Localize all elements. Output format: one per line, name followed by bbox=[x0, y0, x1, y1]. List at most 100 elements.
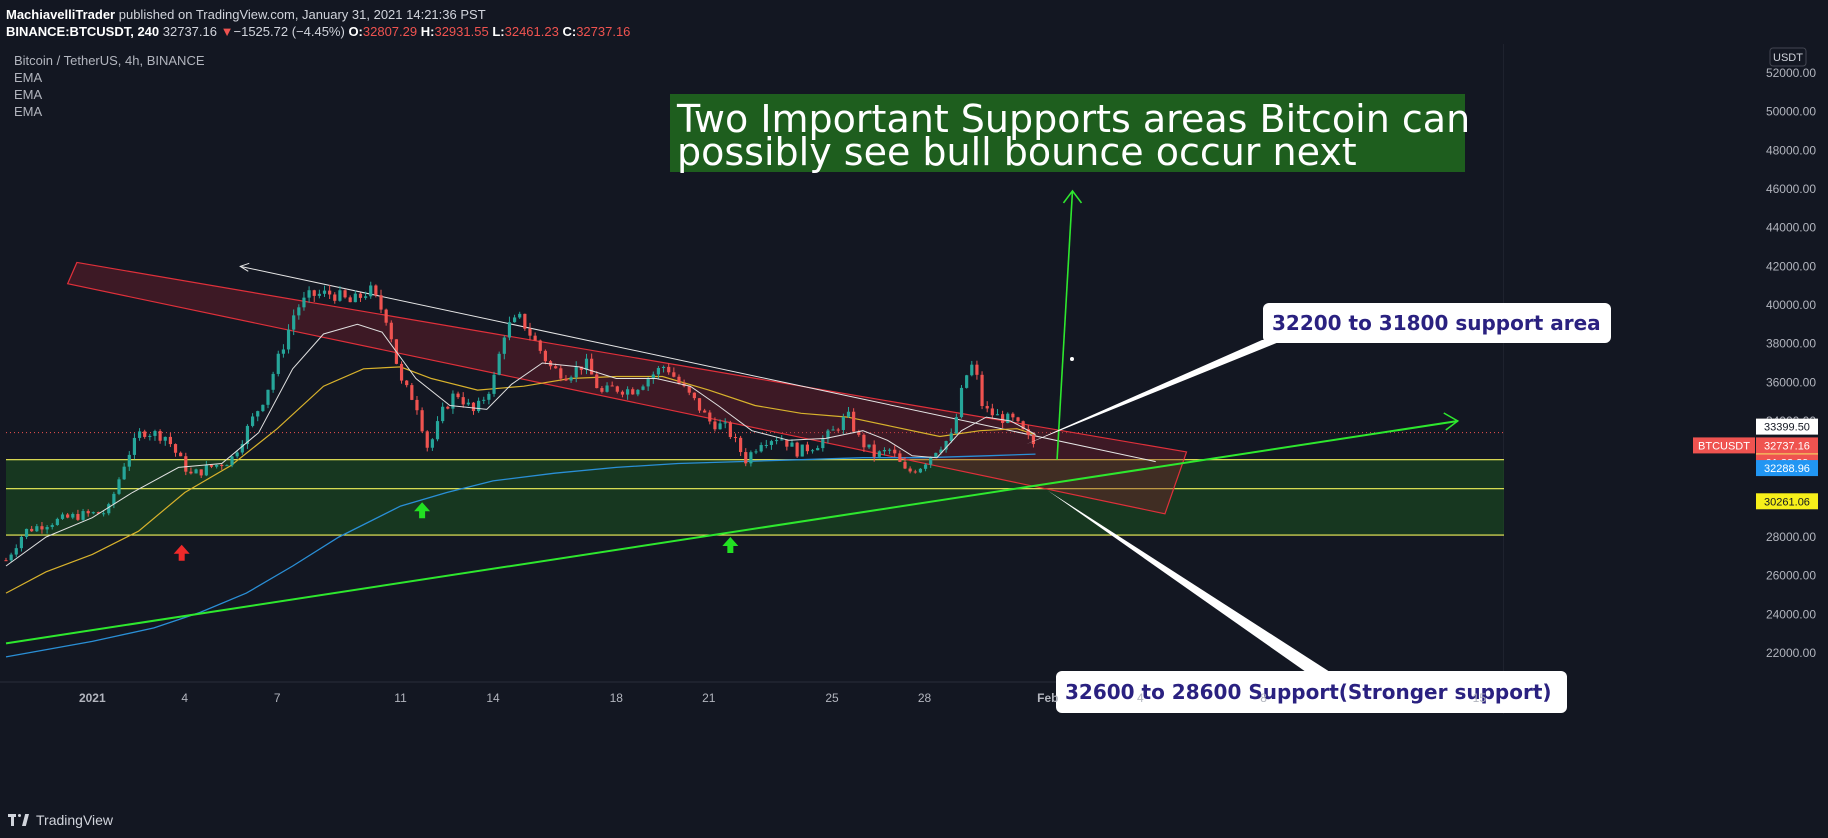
candle-body bbox=[369, 285, 373, 297]
candle-body bbox=[1031, 435, 1036, 445]
candle-body bbox=[117, 479, 121, 494]
candle-body bbox=[769, 441, 774, 445]
rising-support-trendline bbox=[5, 420, 1458, 645]
x-tick-label: 7 bbox=[274, 691, 281, 705]
last-price: 32737.16 bbox=[162, 24, 217, 39]
candle-body bbox=[338, 290, 342, 301]
candle-body bbox=[923, 464, 928, 469]
candle-body bbox=[215, 464, 219, 467]
author-name[interactable]: MachiavelliTrader bbox=[6, 7, 116, 22]
publish-line: MachiavelliTrader published on TradingVi… bbox=[6, 7, 486, 22]
high-label: H: bbox=[420, 24, 435, 39]
candle-body bbox=[60, 514, 65, 519]
candle-body bbox=[204, 465, 208, 476]
candle-body bbox=[4, 560, 8, 562]
legend-ema-3[interactable]: EMA bbox=[14, 104, 43, 119]
candle-body bbox=[86, 511, 90, 514]
publish-text: published on TradingView.com, January 31… bbox=[115, 7, 486, 22]
candle-body bbox=[970, 364, 974, 376]
legend-ema-2[interactable]: EMA bbox=[14, 87, 43, 102]
candle-body bbox=[379, 295, 383, 310]
candle-body bbox=[9, 554, 13, 561]
candle-body bbox=[250, 416, 255, 426]
chart-legend: Bitcoin / TetherUS, 4h, BINANCE EMA EMA … bbox=[14, 52, 205, 120]
y-tick-label: 40000.00 bbox=[1766, 298, 1816, 312]
candle-body bbox=[739, 437, 743, 453]
candle-body bbox=[800, 444, 804, 457]
candle-body bbox=[826, 430, 830, 439]
candle-body bbox=[713, 421, 717, 430]
candle-body bbox=[780, 439, 784, 441]
candle-body bbox=[286, 329, 291, 350]
candle-body bbox=[841, 416, 845, 430]
candle-body bbox=[898, 453, 902, 462]
symbol-name[interactable]: BINANCE:BTCUSDT, 240 bbox=[6, 24, 160, 39]
x-tick-label: 21 bbox=[702, 691, 716, 705]
candle-body bbox=[667, 366, 671, 373]
y-tick-label: 24000.00 bbox=[1766, 607, 1816, 621]
candle-body bbox=[132, 437, 137, 455]
candle-body bbox=[641, 386, 645, 390]
candle-body bbox=[651, 374, 655, 379]
candle-body bbox=[631, 389, 635, 395]
candle-body bbox=[466, 402, 470, 405]
price-chart[interactable]: Two Important Supports areas Bitcoin can… bbox=[0, 44, 1828, 800]
candle-body bbox=[420, 410, 424, 432]
candle-body bbox=[471, 402, 476, 412]
candle-body bbox=[677, 376, 681, 384]
candle-body bbox=[893, 449, 897, 454]
candle-body bbox=[502, 337, 506, 354]
candle-body bbox=[533, 335, 537, 341]
white-trendline-arrow-icon bbox=[239, 262, 250, 272]
candle-body bbox=[718, 423, 722, 430]
currency-badge-box bbox=[1769, 47, 1807, 67]
y-tick-label: 48000.00 bbox=[1766, 143, 1816, 157]
candle-body bbox=[846, 411, 851, 417]
annotation-title: Two Important Supports areas Bitcoin can… bbox=[670, 94, 1470, 174]
candle-body bbox=[81, 511, 85, 520]
candle-body bbox=[934, 452, 938, 457]
legend-ema-1[interactable]: EMA bbox=[14, 70, 43, 85]
candle-body bbox=[158, 431, 162, 441]
candle-body bbox=[785, 439, 789, 447]
candle-body bbox=[430, 439, 434, 448]
candle-body bbox=[168, 436, 172, 445]
candle-body bbox=[266, 389, 270, 405]
x-tick-label: 8 bbox=[1260, 691, 1267, 705]
candle-body bbox=[348, 297, 352, 303]
candle-body bbox=[1011, 413, 1015, 418]
candle-body bbox=[512, 317, 517, 323]
candle-body bbox=[759, 445, 763, 452]
x-tick-label: 25 bbox=[825, 691, 839, 705]
candle-body bbox=[810, 450, 815, 452]
candle-body bbox=[595, 374, 599, 389]
candle-body bbox=[939, 449, 943, 453]
candle-body bbox=[127, 454, 131, 467]
candle-body bbox=[14, 548, 18, 555]
candle-body bbox=[723, 422, 727, 424]
marker-dot bbox=[1070, 357, 1074, 361]
candle-body bbox=[317, 293, 321, 296]
candle-body bbox=[209, 465, 214, 467]
footer-brand[interactable]: TradingView bbox=[8, 812, 113, 828]
ema-fast-line bbox=[5, 323, 1036, 567]
legend-title[interactable]: Bitcoin / TetherUS, 4h, BINANCE bbox=[14, 53, 205, 68]
callout-support-area-pointer bbox=[1026, 340, 1284, 445]
candle-body bbox=[518, 313, 522, 318]
candle-body bbox=[728, 422, 732, 438]
candle-body bbox=[91, 512, 95, 514]
price-label: 32288.96 bbox=[1756, 460, 1818, 477]
candle-body bbox=[872, 444, 876, 457]
price-label: BTCUSDT bbox=[1693, 437, 1755, 454]
candle-body bbox=[441, 406, 445, 422]
candle-body bbox=[143, 431, 147, 437]
candle-body bbox=[184, 456, 188, 472]
candle-body bbox=[112, 493, 116, 505]
candle-body bbox=[220, 464, 224, 466]
candle-body bbox=[364, 296, 368, 298]
candle-body bbox=[569, 377, 573, 381]
price-label: 30261.06 bbox=[1756, 493, 1818, 510]
candle-body bbox=[194, 469, 198, 474]
candle-body bbox=[40, 526, 44, 530]
candle-body bbox=[261, 404, 265, 412]
